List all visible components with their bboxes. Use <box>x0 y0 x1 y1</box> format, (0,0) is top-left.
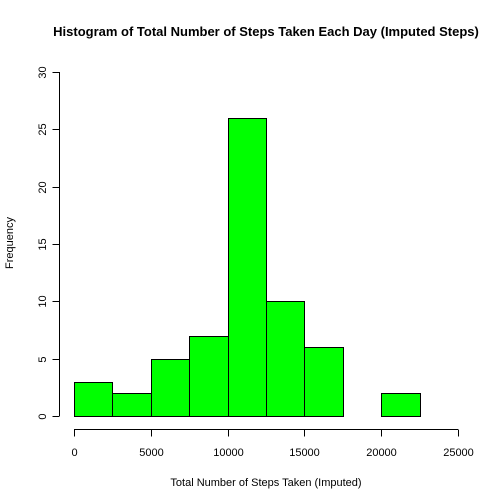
y-axis-label: Frequency <box>4 217 16 269</box>
y-tick-label: 10 <box>37 295 49 307</box>
histogram-bar <box>112 393 152 417</box>
histogram-bars <box>74 118 421 417</box>
y-tick-label: 15 <box>37 238 49 250</box>
y-tick-label: 30 <box>37 66 49 78</box>
chart-title: Histogram of Total Number of Steps Taken… <box>53 24 479 39</box>
histogram-bar <box>381 393 421 417</box>
histogram-bar <box>151 359 190 417</box>
x-tick-label: 10000 <box>213 447 244 459</box>
x-tick-label: 5000 <box>139 447 163 459</box>
y-tick-label: 5 <box>37 356 49 362</box>
x-tick-label: 0 <box>71 447 77 459</box>
y-axis: 0 5 10 15 20 25 30 <box>37 66 60 420</box>
x-tick-label: 15000 <box>289 447 320 459</box>
histogram-bar <box>266 301 305 417</box>
x-axis: 0 5000 10000 15000 20000 25000 <box>71 429 474 459</box>
histogram-bar <box>74 382 113 417</box>
y-tick-label: 20 <box>37 181 49 193</box>
x-axis-label: Total Number of Steps Taken (Imputed) <box>170 477 361 489</box>
y-tick-label: 0 <box>37 413 49 419</box>
histogram-bar <box>228 118 267 417</box>
histogram-bar <box>304 347 344 417</box>
histogram-bar <box>189 336 229 417</box>
x-tick-label: 25000 <box>443 447 474 459</box>
x-tick-label: 20000 <box>366 447 397 459</box>
y-tick-label: 25 <box>37 123 49 135</box>
